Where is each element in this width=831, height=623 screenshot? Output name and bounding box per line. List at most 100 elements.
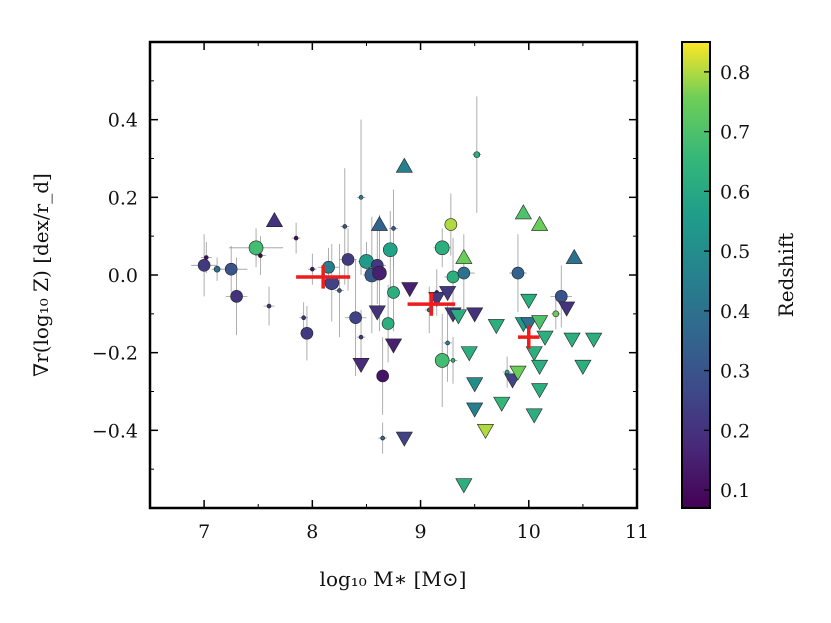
circle-point (197, 258, 211, 272)
circle-point (445, 340, 450, 346)
circle-point (457, 266, 471, 280)
circle-point (473, 151, 481, 158)
triangle-down-point (401, 282, 419, 298)
x-axis-label: log₁₀ M∗ [M⊙] (320, 567, 467, 591)
triangle-down-point (558, 301, 576, 317)
circle-point (213, 265, 221, 273)
y-tick-label: 0.4 (108, 110, 138, 132)
circle-point (349, 311, 362, 325)
colorbar-tick-label: 0.3 (720, 361, 750, 383)
median-crosses (296, 265, 540, 349)
x-tick-label: 10 (517, 521, 541, 543)
circle-point (300, 326, 314, 340)
circle-point (504, 369, 510, 375)
circle-point (358, 195, 364, 200)
circle-point (387, 286, 400, 299)
y-tick-label: 0.2 (108, 187, 138, 209)
y-tick-label: −0.2 (92, 343, 138, 365)
x-axis-ticks: 7 8 9 10 11 (149, 42, 649, 543)
x-tick-label: 8 (306, 521, 318, 543)
colorbar-tick-label: 0.1 (720, 480, 750, 502)
triangle-down-point (493, 396, 511, 412)
triangle-down-point (466, 377, 484, 393)
triangle-up-point (370, 215, 388, 231)
triangle-down-point (536, 330, 554, 346)
circle-point (230, 290, 243, 303)
triangle-up-point (395, 157, 413, 173)
y-tick-label: −0.4 (92, 420, 138, 442)
triangle-down-point (531, 383, 549, 399)
triangle-down-point (525, 346, 543, 362)
triangle-down-point (395, 431, 413, 447)
circle-point (293, 235, 299, 241)
triangle-down-point (574, 359, 592, 375)
triangle-up-point (565, 248, 583, 264)
triangle-up-point (531, 215, 549, 231)
circle-point (446, 270, 460, 284)
triangle-up-point (265, 211, 284, 227)
triangle-down-point (455, 478, 473, 494)
x-tick-label: 9 (415, 521, 427, 543)
colorbar (681, 41, 711, 509)
triangle-down-point (509, 365, 527, 381)
colorbar-tick-label: 0.5 (720, 241, 750, 263)
x-tick-label: 7 (198, 521, 210, 543)
triangle-down-point (466, 402, 484, 418)
circle-point (342, 224, 348, 229)
colorbar-ticks: 0.1 0.2 0.3 0.4 0.5 0.6 0.7 0.8 (704, 62, 750, 502)
circle-point (511, 266, 525, 280)
circle-point (552, 310, 560, 318)
triangle-down-point (487, 319, 505, 335)
circle-point (554, 290, 568, 303)
y-axis-ticks: −0.4 −0.2 0.0 0.2 0.4 (92, 80, 637, 470)
circle-point (376, 369, 389, 383)
colorbar-label: Redshift (774, 233, 798, 318)
triangle-down-point (449, 309, 468, 325)
y-axis-label: ∇r(log₁₀ Z) [dex/r_d] (29, 173, 53, 377)
circle-point (444, 218, 458, 231)
circle-point (258, 253, 263, 258)
triangle-down-point (352, 357, 370, 373)
circle-point (434, 353, 450, 368)
triangle-down-point (531, 315, 549, 331)
colorbar-tick-label: 0.2 (720, 420, 750, 442)
colorbar-tick-label: 0.7 (720, 122, 750, 144)
circle-point (224, 262, 238, 276)
triangle-down-point (585, 332, 603, 348)
circle-point (203, 255, 209, 260)
y-tick-label: 0.0 (108, 265, 138, 287)
circle-point (380, 435, 385, 441)
circle-point (310, 266, 315, 272)
circle-point (381, 317, 395, 330)
circle-point (391, 226, 396, 231)
circle-point (266, 303, 272, 309)
triangle-down-point (460, 346, 478, 362)
circle-point (450, 358, 456, 363)
circle-point (248, 240, 264, 256)
triangle-up-point (514, 204, 532, 220)
triangle-down-point (563, 332, 581, 348)
circle-point (372, 265, 387, 281)
triangle-down-point (384, 338, 403, 354)
triangle-down-point (439, 286, 457, 302)
circle-point (382, 242, 398, 258)
circle-point (301, 315, 306, 321)
circle-point (341, 253, 355, 266)
x-tick-label: 11 (625, 521, 649, 543)
triangle-down-point (466, 307, 484, 323)
triangle-down-point (368, 305, 386, 321)
triangle-up-point (455, 248, 473, 264)
colorbar-tick-label: 0.8 (720, 62, 750, 84)
triangle-down-point (520, 293, 538, 309)
circle-point (358, 334, 364, 340)
triangle-down-point (476, 423, 495, 439)
colorbar-tick-label: 0.6 (720, 181, 750, 203)
triangle-down-point (520, 317, 538, 333)
circle-point (434, 240, 450, 256)
data-markers (197, 151, 603, 494)
triangle-down-point (525, 408, 543, 424)
colorbar-tick-label: 0.4 (720, 301, 750, 323)
circle-point (337, 288, 342, 293)
triangle-down-point (531, 359, 549, 375)
